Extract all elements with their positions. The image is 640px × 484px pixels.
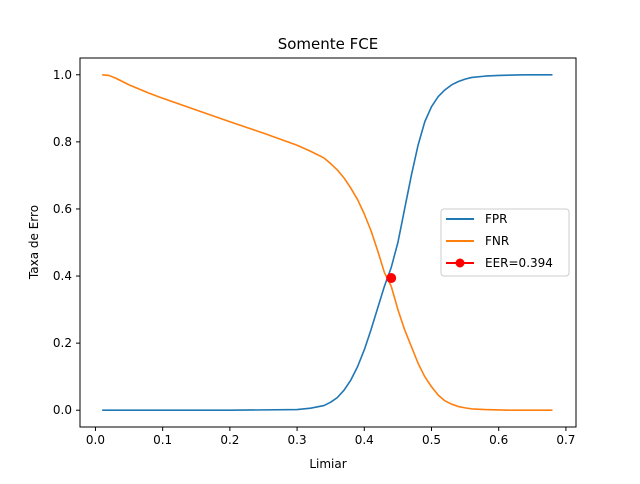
y-tick-label: 0.0	[53, 403, 72, 417]
x-tick-label: 0.5	[422, 433, 441, 447]
x-tick-label: 0.7	[556, 433, 575, 447]
legend-marker-eer	[455, 258, 465, 268]
y-tick-label: 0.4	[53, 269, 72, 283]
x-axis-label: Limiar	[309, 457, 346, 471]
y-tick-label: 0.6	[53, 202, 72, 216]
eer-point	[386, 273, 397, 284]
y-tick-label: 0.2	[53, 336, 72, 350]
y-tick-label: 0.8	[53, 135, 72, 149]
legend-box	[440, 208, 570, 277]
x-tick-label: 0.2	[220, 433, 239, 447]
legend-label-fpr: FPR	[485, 212, 507, 226]
x-tick-label: 0.3	[288, 433, 307, 447]
x-tick-label: 0.4	[355, 433, 374, 447]
legend-label-fnr: FNR	[485, 234, 509, 248]
legend-label-eer: EER=0.394	[485, 256, 553, 270]
x-tick-label: 0.1	[153, 433, 172, 447]
y-axis-label: Taxa de Erro	[27, 205, 41, 280]
y-tick-label: 1.0	[53, 68, 72, 82]
plot-area	[102, 73, 553, 412]
series-line-fpr	[102, 73, 553, 412]
series-line-fnr	[102, 73, 553, 412]
legend: FPR FNR EER=0.394	[440, 208, 570, 277]
y-axis-ticks: 0.0 0.2 0.4 0.6 0.8 1.0	[53, 68, 80, 417]
chart-title: Somente FCE	[278, 35, 379, 53]
axes-frame	[79, 57, 577, 428]
x-tick-label: 0.0	[86, 433, 105, 447]
x-axis-ticks: 0.0 0.1 0.2 0.3 0.4 0.5 0.6 0.7	[86, 427, 575, 447]
x-tick-label: 0.6	[489, 433, 508, 447]
